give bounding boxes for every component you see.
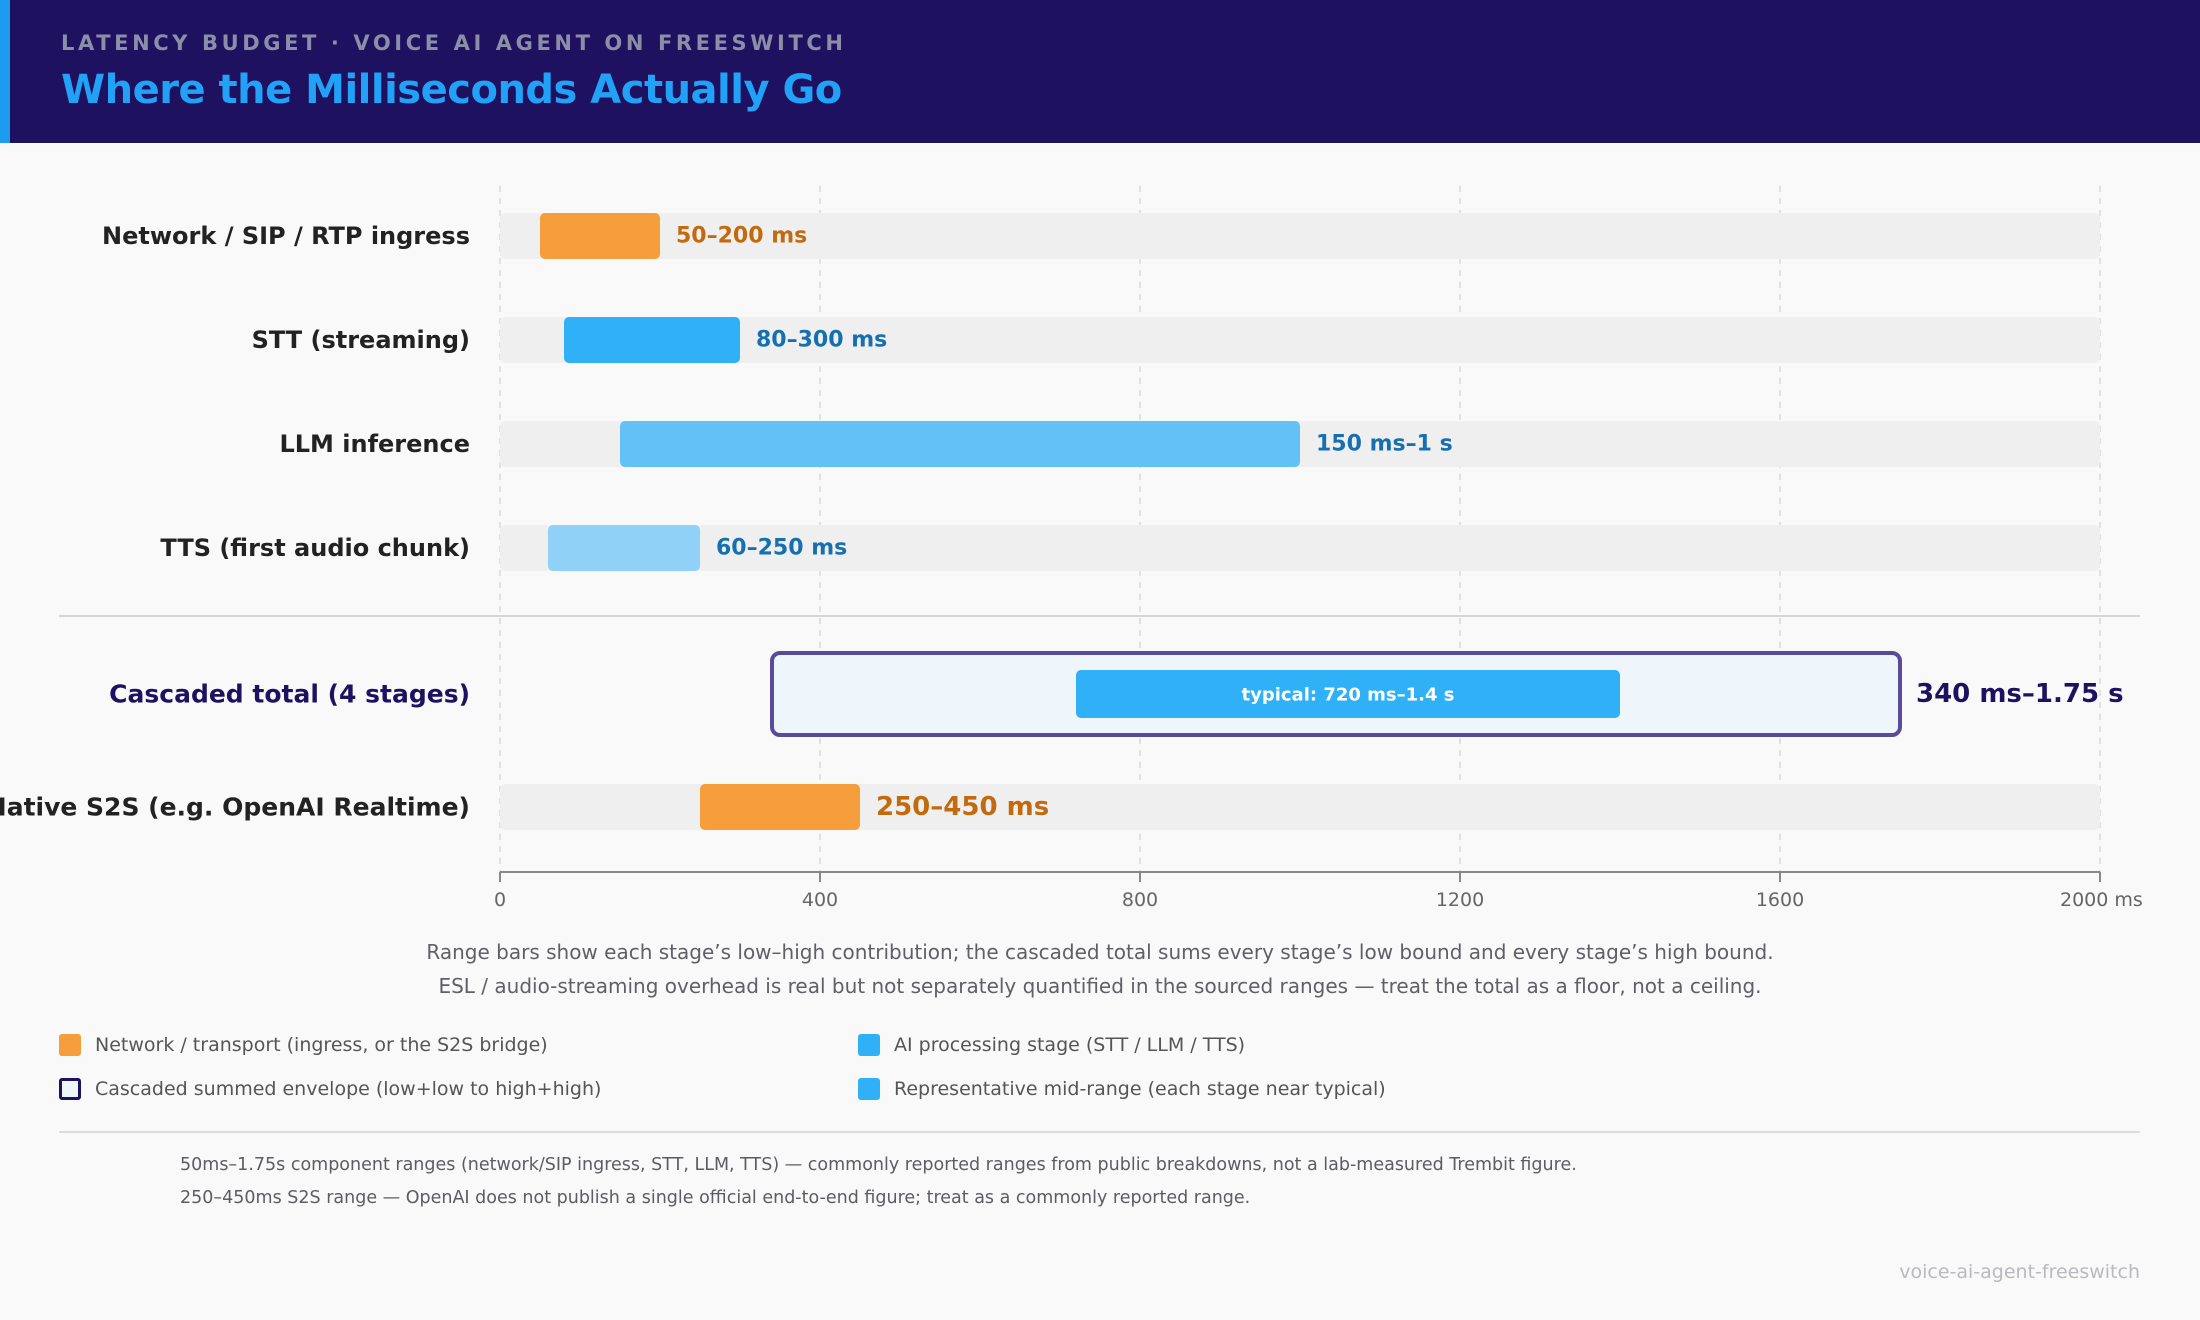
range-label: 60–250 ms [716,536,847,561]
source-note-1: 50ms–1.75s component ranges (network/SIP… [180,1155,1577,1175]
footer-divider [59,1131,2140,1133]
header-accent-strip [0,0,10,143]
legend-item-network: Network / transport (ingress, or the S2S… [59,1032,548,1058]
header-eyebrow: LATENCY BUDGET · VOICE AI AGENT ON FREES… [61,31,847,55]
x-tick-label: 0 [494,889,506,911]
range-bar [620,421,1300,467]
chart-caption-1: Range bars show each stage’s low–high co… [426,940,1774,964]
range-bar [564,317,740,363]
legend-swatch-ai [858,1034,880,1056]
legend-label: AI processing stage (STT / LLM / TTS) [894,1034,1246,1056]
range-bar [540,213,660,259]
row-label: STT (streaming) [252,326,470,354]
bar-track [500,213,2100,259]
legend-label: Cascaded summed envelope (low+low to hig… [95,1078,602,1100]
legend-swatch-mid-range [858,1078,880,1100]
source-note-2: 250–450ms S2S range — OpenAI does not pu… [180,1188,1251,1208]
x-tick-label: 1600 [1756,889,1804,911]
bar-track [500,784,2100,830]
legend-label: Representative mid-range (each stage nea… [894,1078,1386,1100]
row-label: Native S2S (e.g. OpenAI Realtime) [0,793,470,822]
legend-item-ai-stage: AI processing stage (STT / LLM / TTS) [858,1032,1245,1058]
bar-track [500,317,2100,363]
row-label: Network / SIP / RTP ingress [102,222,470,250]
range-label: 150 ms–1 s [1316,432,1453,457]
row-label: Cascaded total (4 stages) [109,680,470,709]
page-title: Where the Milliseconds Actually Go [61,67,842,113]
bar-track [500,525,2100,571]
typical-range-label: typical: 720 ms–1.4 s [1241,685,1454,706]
x-tick-label: 1200 [1436,889,1484,911]
legend-swatch-network [59,1034,81,1056]
range-label: 80–300 ms [756,328,887,353]
header-banner: LATENCY BUDGET · VOICE AI AGENT ON FREES… [0,0,2200,143]
row-label: LLM inference [279,430,470,458]
total-range-label: 340 ms–1.75 s [1916,679,2124,709]
x-tick-label: 400 [802,889,838,911]
legend-item-mid-range: Representative mid-range (each stage nea… [858,1076,1386,1102]
chart-caption-2: ESL / audio-streaming overhead is real b… [438,974,1762,998]
legend-swatch-envelope [59,1078,81,1100]
legend-item-envelope: Cascaded summed envelope (low+low to hig… [59,1076,601,1102]
range-bar [548,525,700,571]
s2s-range-label: 250–450 ms [876,792,1049,822]
range-label: 50–200 ms [676,224,807,249]
x-tick-label: 2000 ms [2060,889,2143,911]
s2s-range-bar [700,784,860,830]
x-tick-label: 800 [1122,889,1158,911]
row-label: TTS (first audio chunk) [160,534,470,562]
legend-label: Network / transport (ingress, or the S2S… [95,1034,548,1056]
typical-range-bar [1076,670,1620,718]
footer-tag: voice-ai-agent-freeswitch [1899,1261,2140,1283]
